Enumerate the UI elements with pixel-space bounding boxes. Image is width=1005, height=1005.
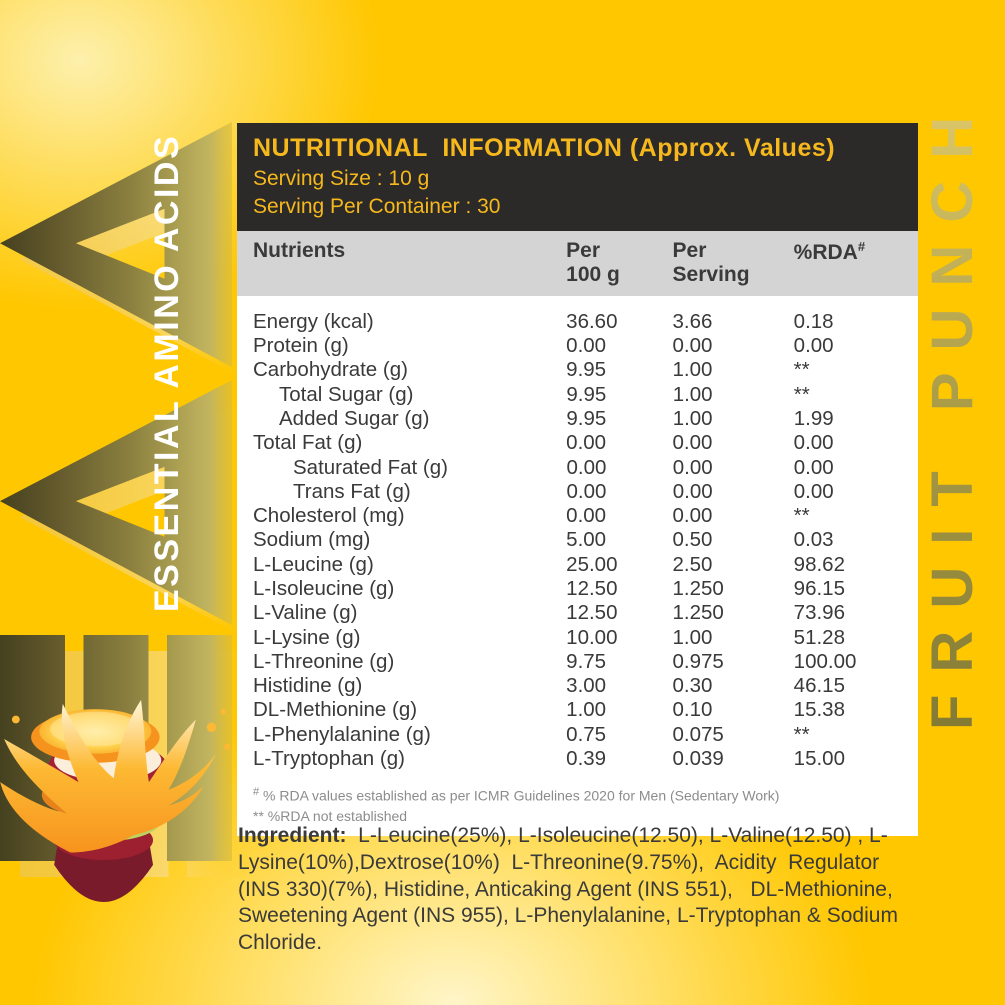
svg-text:FRUIT PUNCH: FRUIT PUNCH [920, 95, 985, 730]
svg-text:ESSENTIAL AMINO ACIDS: ESSENTIAL AMINO ACIDS [148, 134, 186, 612]
